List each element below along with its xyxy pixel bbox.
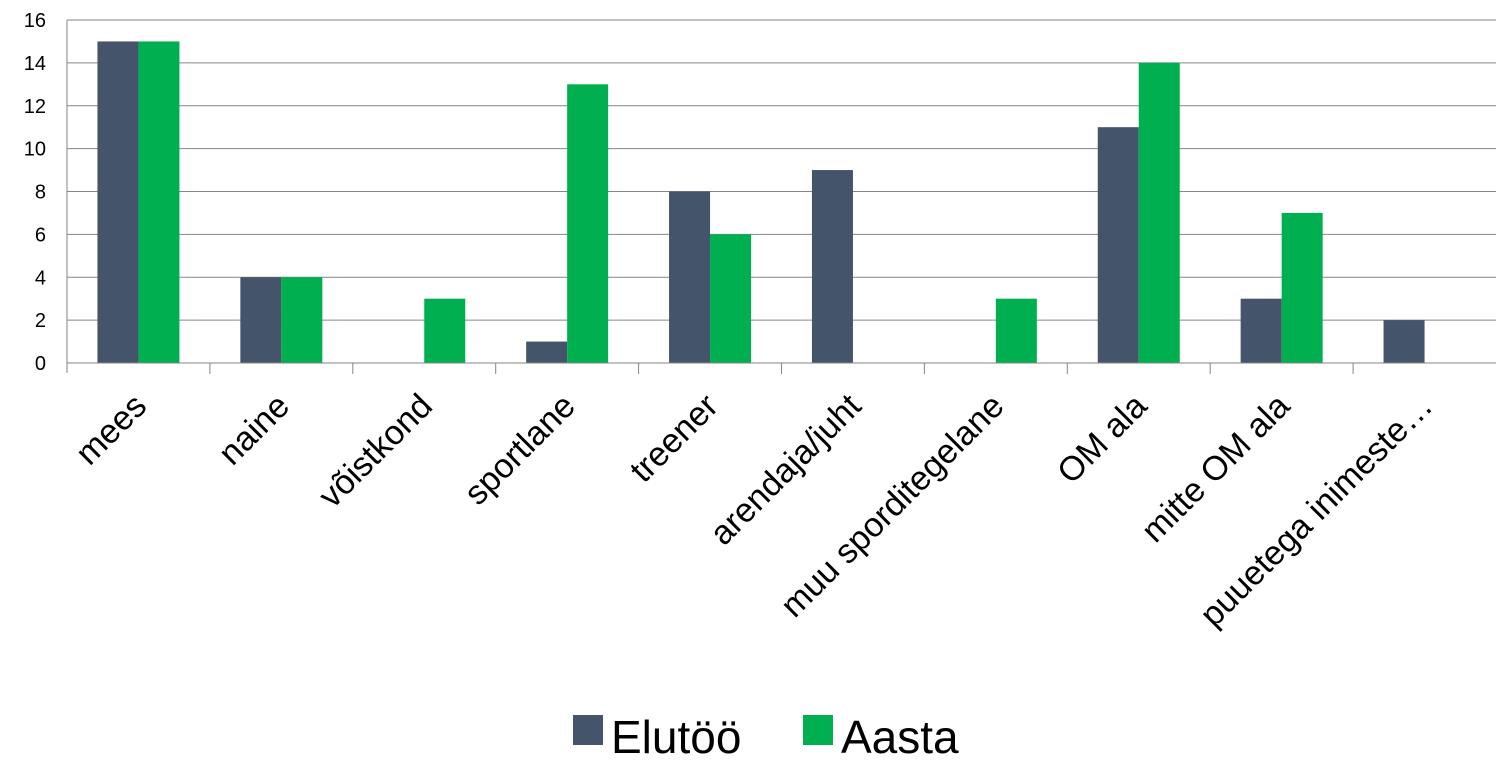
y-tick-label: 16 [24, 10, 46, 32]
bar [1383, 320, 1425, 363]
x-tick-label: OM ala [1050, 387, 1154, 491]
bar [995, 298, 1037, 363]
y-tick-label: 14 [24, 53, 46, 75]
bar [811, 170, 853, 363]
legend-label: Elutöö [611, 711, 741, 763]
y-tick-label: 0 [35, 353, 46, 375]
x-tick-label: treener [623, 387, 726, 490]
bar [567, 84, 609, 363]
bar [240, 277, 282, 363]
legend-swatch [573, 715, 603, 745]
y-tick-label: 12 [24, 96, 46, 118]
bars [97, 41, 1425, 363]
x-tick-label: sportlane [457, 387, 583, 513]
x-axis-tick-labels: mees naine võistkond sportlane treenerarenda… [68, 386, 1440, 634]
x-tick-label: võistkond [311, 387, 439, 515]
axes [66, 20, 1496, 374]
y-axis-tick-labels: 0 2 4 6 8 10 12 14 16 [24, 10, 46, 375]
legend: Elutöö Aasta [573, 711, 959, 763]
y-tick-label: 8 [35, 182, 46, 204]
y-tick-label: 6 [35, 224, 46, 246]
bar [1097, 127, 1139, 363]
x-tick-label: mitte OM ala [1134, 387, 1297, 550]
bar [97, 41, 139, 363]
legend-label: Aasta [841, 711, 959, 763]
bar [710, 234, 752, 363]
bar [424, 298, 466, 363]
bar [138, 41, 180, 363]
bar [669, 191, 711, 363]
x-tick-label: mees [68, 387, 154, 473]
y-tick-label: 4 [35, 267, 46, 289]
bar [1281, 212, 1323, 363]
bar [1240, 298, 1282, 363]
legend-swatch [803, 715, 833, 745]
bar [1138, 62, 1180, 363]
y-tick-label: 2 [35, 310, 46, 332]
x-tick-label: naine [211, 387, 297, 473]
x-tick-label: puuetega inimeste… [1193, 387, 1440, 634]
y-tick-label: 10 [24, 139, 46, 161]
bar [526, 341, 568, 363]
bar [281, 277, 323, 363]
